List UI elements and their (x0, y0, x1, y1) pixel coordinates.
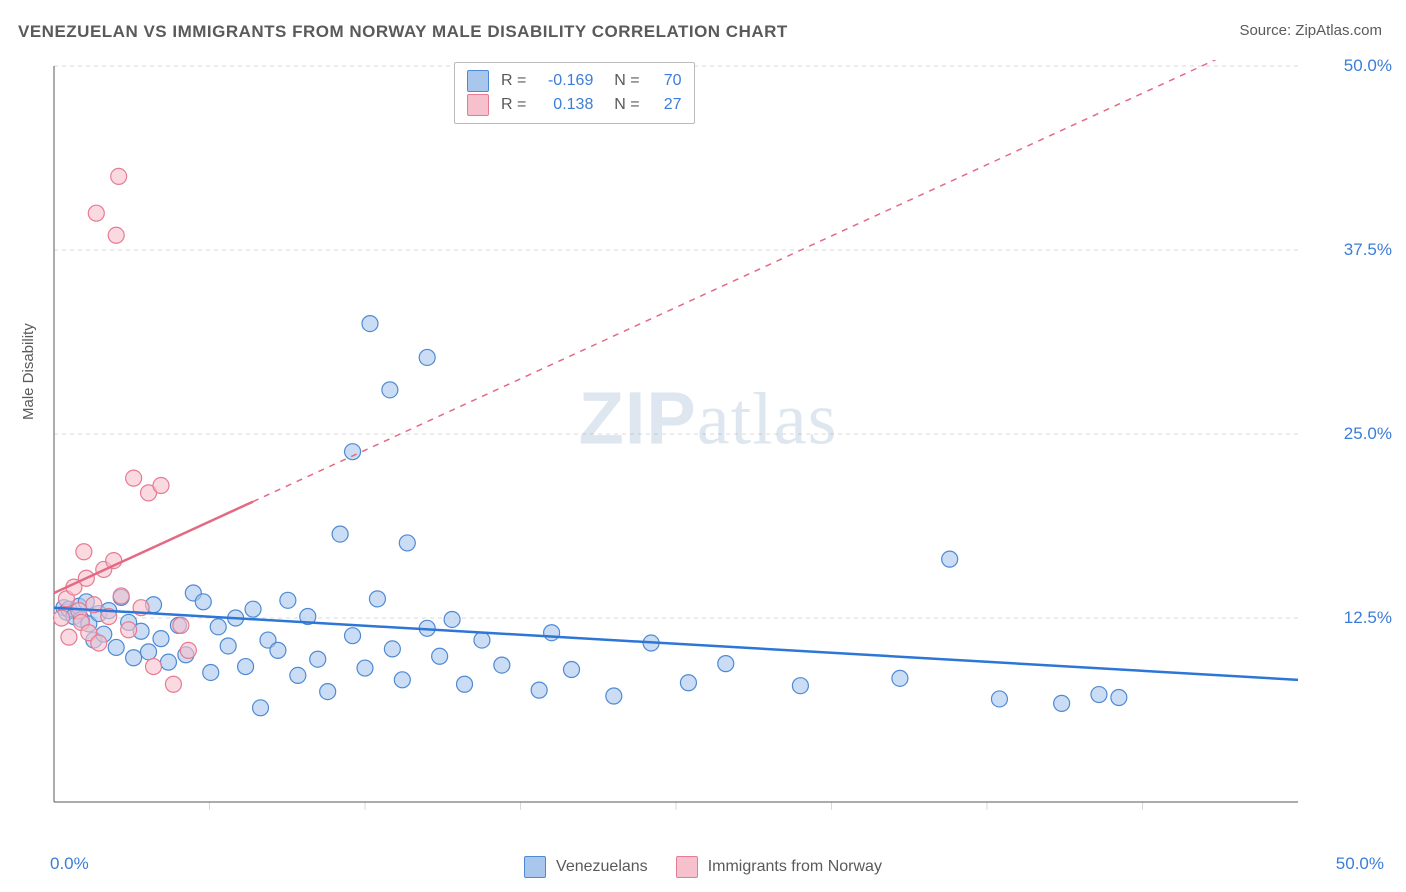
legend-label: Immigrants from Norway (708, 858, 882, 876)
y-tick-label: 25.0% (1344, 424, 1392, 444)
y-axis-label: Male Disability (20, 323, 37, 420)
corr-row-pink: R = 0.138 N = 27 (467, 93, 682, 117)
bottom-legend: Venezuelans Immigrants from Norway (0, 856, 1406, 878)
plot-area: ZIPatlas (48, 60, 1368, 840)
corr-row-blue: R = -0.169 N = 70 (467, 69, 682, 93)
corr-n-label: N = (605, 93, 639, 117)
corr-swatch-pink (467, 94, 489, 116)
chart-title: VENEZUELAN VS IMMIGRANTS FROM NORWAY MAL… (18, 22, 788, 42)
corr-r-label: R = (501, 93, 526, 117)
legend-item-norway: Immigrants from Norway (676, 856, 882, 878)
y-tick-label: 50.0% (1344, 56, 1392, 76)
corr-r-value: -0.169 (538, 69, 593, 93)
legend-swatch-blue (524, 856, 546, 878)
legend-label: Venezuelans (556, 858, 648, 876)
legend-item-venezuelans: Venezuelans (524, 856, 648, 878)
chart-container: VENEZUELAN VS IMMIGRANTS FROM NORWAY MAL… (0, 0, 1406, 892)
source-attribution: Source: ZipAtlas.com (1239, 22, 1382, 39)
scatter-chart-svg (48, 60, 1368, 840)
corr-swatch-blue (467, 70, 489, 92)
corr-n-label: N = (605, 69, 639, 93)
y-tick-label: 12.5% (1344, 608, 1392, 628)
corr-n-value: 27 (652, 93, 682, 117)
correlation-box: R = -0.169 N = 70 R = 0.138 N = 27 (454, 62, 695, 124)
corr-r-label: R = (501, 69, 526, 93)
legend-swatch-pink (676, 856, 698, 878)
corr-r-value: 0.138 (538, 93, 593, 117)
y-tick-label: 37.5% (1344, 240, 1392, 260)
corr-n-value: 70 (652, 69, 682, 93)
